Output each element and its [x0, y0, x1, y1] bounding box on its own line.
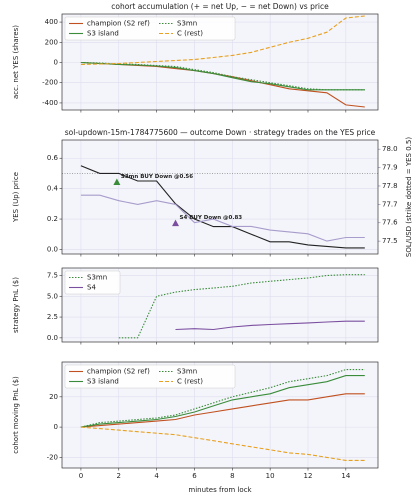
y-tick-label: 7.5 — [47, 271, 58, 279]
x-tick-label: 10 — [266, 472, 275, 480]
y-tick-label: 400 — [45, 18, 58, 26]
series-line — [175, 320, 365, 331]
x-tick-label: 12 — [304, 472, 313, 480]
trade-label: S3mn BUY Down @0.56 — [121, 174, 193, 180]
y-tick-label: -200 — [42, 79, 58, 87]
y-tick-label: -20 — [47, 453, 58, 461]
y2-tick-label: 77.9 — [382, 164, 398, 172]
series-line — [80, 393, 365, 428]
series-line — [118, 274, 365, 339]
plot-frame — [61, 267, 379, 343]
y2-axis-label: SOL/USD (strike dotted = YES 0.5) — [405, 137, 413, 257]
y2-tick-label: 77.7 — [382, 200, 398, 208]
trade-marker — [113, 178, 121, 186]
x-tick-label: 14 — [341, 472, 350, 480]
trade-label: S4 BUY Down @0.83 — [180, 215, 243, 221]
x-tick-label: 6 — [192, 472, 197, 480]
legend-box — [64, 270, 121, 295]
panel-title: cohort accumulation (+ = net Up, − = net… — [111, 2, 329, 11]
x-tick-label: 4 — [154, 472, 159, 480]
legend-label: S3 island — [87, 30, 119, 38]
y-tick-label: 0.4 — [47, 185, 59, 193]
series-line — [80, 165, 365, 249]
y-tick-label: 0 — [54, 423, 58, 431]
legend-box — [64, 364, 236, 389]
y-tick-label: 0.6 — [47, 154, 59, 162]
legend-box — [64, 16, 236, 41]
plot-frame — [61, 139, 379, 255]
plot-frame — [61, 13, 379, 111]
legend-label: C (rest) — [177, 30, 203, 38]
y2-tick-label: 77.5 — [382, 237, 398, 245]
y-axis-label: YES (Up) price — [12, 172, 20, 223]
y-tick-label: 5.0 — [47, 292, 58, 300]
y-tick-label: 0.0 — [47, 245, 58, 253]
y-axis-label: strategy PnL ($) — [12, 277, 20, 333]
legend-label: C (rest) — [177, 378, 203, 386]
plot-area — [62, 140, 378, 254]
y-tick-label: 2.5 — [47, 313, 58, 321]
legend-label: S3mn — [87, 274, 107, 282]
y-tick-label: 20 — [49, 393, 58, 401]
legend-label: S4 — [87, 284, 96, 292]
y-tick-label: 0.0 — [47, 334, 58, 342]
x-tick-label: 8 — [230, 472, 234, 480]
series-line — [80, 194, 365, 242]
plot-frame — [61, 361, 379, 469]
legend-label: S3mn — [177, 368, 197, 376]
y-axis-label: cohort moving PnL ($) — [12, 376, 20, 454]
y-tick-label: 0 — [54, 59, 58, 67]
legend-label: S3mn — [177, 20, 197, 28]
series-line — [80, 61, 365, 91]
legend-label: champion (S2 ref) — [87, 368, 150, 376]
y2-tick-label: 77.8 — [382, 182, 398, 190]
y2-tick-label: 78.0 — [382, 145, 398, 153]
y-tick-label: 200 — [45, 38, 58, 46]
y2-tick-label: 77.6 — [382, 219, 398, 227]
series-line — [80, 369, 365, 428]
y-tick-label: -400 — [42, 99, 58, 107]
legend-label: champion (S2 ref) — [87, 20, 150, 28]
x-tick-label: 2 — [117, 472, 121, 480]
trade-marker — [172, 219, 180, 227]
legend-label: S3 island — [87, 378, 119, 386]
series-line — [80, 375, 365, 428]
panel-title: sol-updown-15m-1784775600 — outcome Down… — [65, 128, 376, 137]
x-axis-label: minutes from lock — [188, 486, 252, 494]
y-tick-label: 0.2 — [47, 215, 58, 223]
x-tick-label: 0 — [79, 472, 83, 480]
y-axis-label: acc. net YES (shares) — [12, 25, 20, 99]
